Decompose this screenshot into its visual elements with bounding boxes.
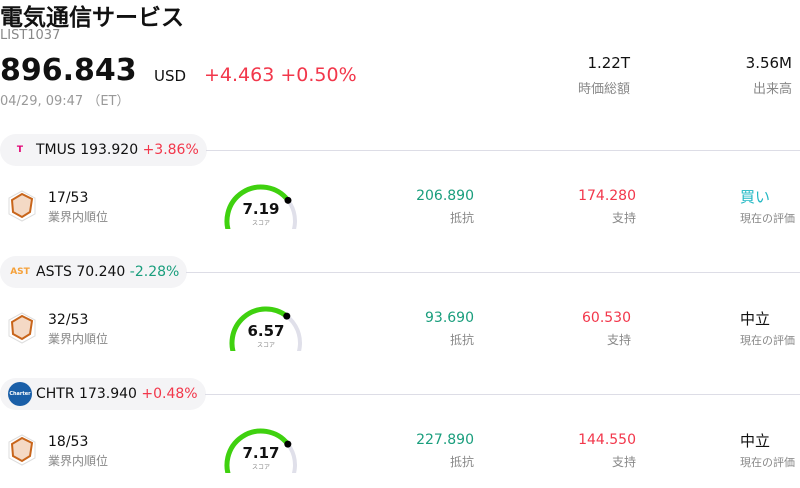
support-label: 支持 xyxy=(611,455,636,469)
gauge-marker xyxy=(283,312,291,320)
market-cap-label: 時価総額 xyxy=(577,82,630,97)
score-gauge xyxy=(229,306,302,351)
industry-rank: 32/53 xyxy=(48,312,89,328)
score-gauge xyxy=(224,428,297,473)
company-logo: T xyxy=(16,145,24,155)
support-label: 支持 xyxy=(611,211,636,225)
divider xyxy=(186,272,800,273)
resistance-label: 抵抗 xyxy=(449,455,474,469)
volume-value: 3.56M xyxy=(745,54,792,72)
resistance-value: 206.890 xyxy=(416,188,474,204)
stock-header-0[interactable]: T TMUS 193.920 +3.86% xyxy=(0,134,207,166)
score-value: 6.57 xyxy=(247,322,285,340)
radar-chart-icon xyxy=(8,190,36,222)
industry-rank-label: 業界内順位 xyxy=(48,332,109,346)
industry-rank-label: 業界内順位 xyxy=(48,210,109,224)
ticker-price: ASTS 70.240 xyxy=(36,264,126,280)
score-gauge xyxy=(224,184,297,229)
support-value: 60.530 xyxy=(582,310,631,326)
volume-label: 出来高 xyxy=(752,82,792,97)
rating: 中立 xyxy=(740,432,771,450)
timestamp: 04/29, 09:47 （ET） xyxy=(0,94,130,109)
rating-label: 現在の評価 xyxy=(740,334,795,347)
stock-header-1[interactable]: AST ASTS 70.240 -2.28% xyxy=(0,256,188,288)
price-change: +4.463 +0.50% xyxy=(204,64,357,86)
rating-label: 現在の評価 xyxy=(740,456,795,469)
radar-chart-icon xyxy=(8,312,36,344)
list-code: LIST1037 xyxy=(0,28,61,43)
ticker-change: +0.48% xyxy=(141,386,198,402)
stock-header-2[interactable]: Charter CHTR 173.940 +0.48% xyxy=(0,378,206,410)
market-cap-value: 1.22T xyxy=(587,54,630,72)
divider xyxy=(205,394,800,395)
currency: USD xyxy=(154,67,187,85)
score-value: 7.19 xyxy=(242,200,280,218)
industry-rank: 18/53 xyxy=(48,434,89,450)
score-label: スコア xyxy=(251,464,270,471)
resistance-label: 抵抗 xyxy=(449,333,474,347)
gauge-marker xyxy=(284,196,292,204)
gauge-fill xyxy=(229,306,290,351)
support-label: 支持 xyxy=(606,333,631,347)
score-value: 7.17 xyxy=(242,444,280,462)
rating: 買い xyxy=(740,188,771,206)
company-logo: AST xyxy=(10,267,30,277)
gauge-fill xyxy=(224,428,291,473)
score-label: スコア xyxy=(251,220,270,227)
ticker-price: CHTR 173.940 xyxy=(36,386,137,402)
gauge-marker xyxy=(284,440,292,448)
support-value: 174.280 xyxy=(578,188,636,204)
score-label: スコア xyxy=(256,342,275,349)
page-title: 電気通信サービス xyxy=(0,5,184,31)
ticker-change: +3.86% xyxy=(142,142,199,158)
resistance-value: 93.690 xyxy=(425,310,474,326)
ticker-price: TMUS 193.920 xyxy=(36,142,139,158)
index-price: 896.843 xyxy=(0,53,137,88)
rating-label: 現在の評価 xyxy=(740,212,795,225)
ticker-change: -2.28% xyxy=(129,264,180,280)
radar-chart-icon xyxy=(8,434,36,466)
rating: 中立 xyxy=(740,310,771,328)
industry-rank: 17/53 xyxy=(48,190,89,206)
resistance-label: 抵抗 xyxy=(449,211,474,225)
gauge-fill xyxy=(224,184,291,229)
support-value: 144.550 xyxy=(578,432,636,448)
industry-rank-label: 業界内順位 xyxy=(48,454,109,468)
resistance-value: 227.890 xyxy=(416,432,474,448)
divider xyxy=(206,150,800,151)
company-logo: Charter xyxy=(8,382,32,406)
